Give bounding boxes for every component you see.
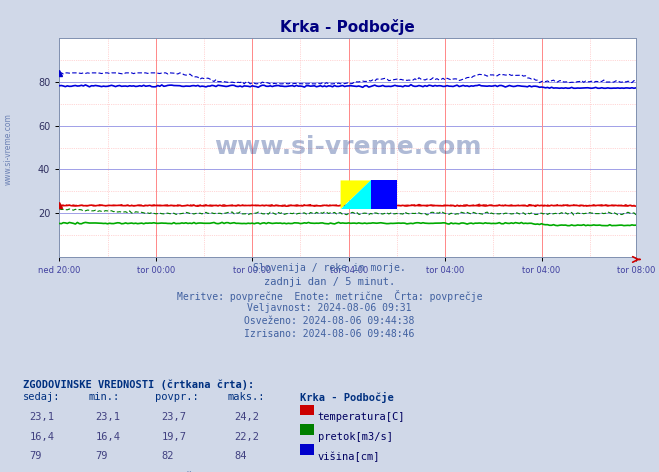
Text: 84: 84 — [234, 451, 246, 461]
Text: Meritve: povprečne  Enote: metrične  Črta: povprečje: Meritve: povprečne Enote: metrične Črta:… — [177, 290, 482, 302]
Text: 23,1: 23,1 — [30, 412, 55, 421]
Text: 16,4: 16,4 — [96, 431, 121, 441]
Text: 82: 82 — [161, 451, 174, 461]
Text: temperatura[C]: temperatura[C] — [318, 412, 405, 421]
Text: 79: 79 — [96, 451, 108, 461]
Text: 16,4: 16,4 — [30, 431, 55, 441]
Text: Izrisano: 2024-08-06 09:48:46: Izrisano: 2024-08-06 09:48:46 — [244, 329, 415, 339]
Text: www.si-vreme.com: www.si-vreme.com — [3, 113, 13, 185]
Polygon shape — [341, 180, 371, 209]
Text: Veljavnost: 2024-08-06 09:31: Veljavnost: 2024-08-06 09:31 — [247, 303, 412, 313]
Text: TRENUTNE VREDNOSTI (polna črta):: TRENUTNE VREDNOSTI (polna črta): — [23, 471, 223, 472]
Text: Osveženo: 2024-08-06 09:44:38: Osveženo: 2024-08-06 09:44:38 — [244, 316, 415, 326]
Text: višina[cm]: višina[cm] — [318, 451, 380, 462]
Text: www.si-vreme.com: www.si-vreme.com — [214, 135, 481, 160]
Text: min.:: min.: — [89, 392, 120, 402]
Title: Krka - Podbočje: Krka - Podbočje — [280, 19, 415, 35]
Text: 22,2: 22,2 — [234, 431, 259, 441]
Text: ZGODOVINSKE VREDNOSTI (črtkana črta):: ZGODOVINSKE VREDNOSTI (črtkana črta): — [23, 380, 254, 390]
Text: 19,7: 19,7 — [161, 431, 186, 441]
Text: 23,1: 23,1 — [96, 412, 121, 421]
Text: povpr.:: povpr.: — [155, 392, 198, 402]
Text: 23,7: 23,7 — [161, 412, 186, 421]
Text: Krka - Podbočje: Krka - Podbočje — [300, 392, 393, 403]
Bar — [371, 180, 397, 209]
Text: pretok[m3/s]: pretok[m3/s] — [318, 431, 393, 441]
Text: maks.:: maks.: — [227, 392, 265, 402]
Text: zadnji dan / 5 minut.: zadnji dan / 5 minut. — [264, 277, 395, 287]
Polygon shape — [341, 180, 371, 209]
Text: sedaj:: sedaj: — [23, 392, 61, 402]
Text: 24,2: 24,2 — [234, 412, 259, 421]
Text: Slovenija / reke in morje.: Slovenija / reke in morje. — [253, 263, 406, 273]
Text: 79: 79 — [30, 451, 42, 461]
